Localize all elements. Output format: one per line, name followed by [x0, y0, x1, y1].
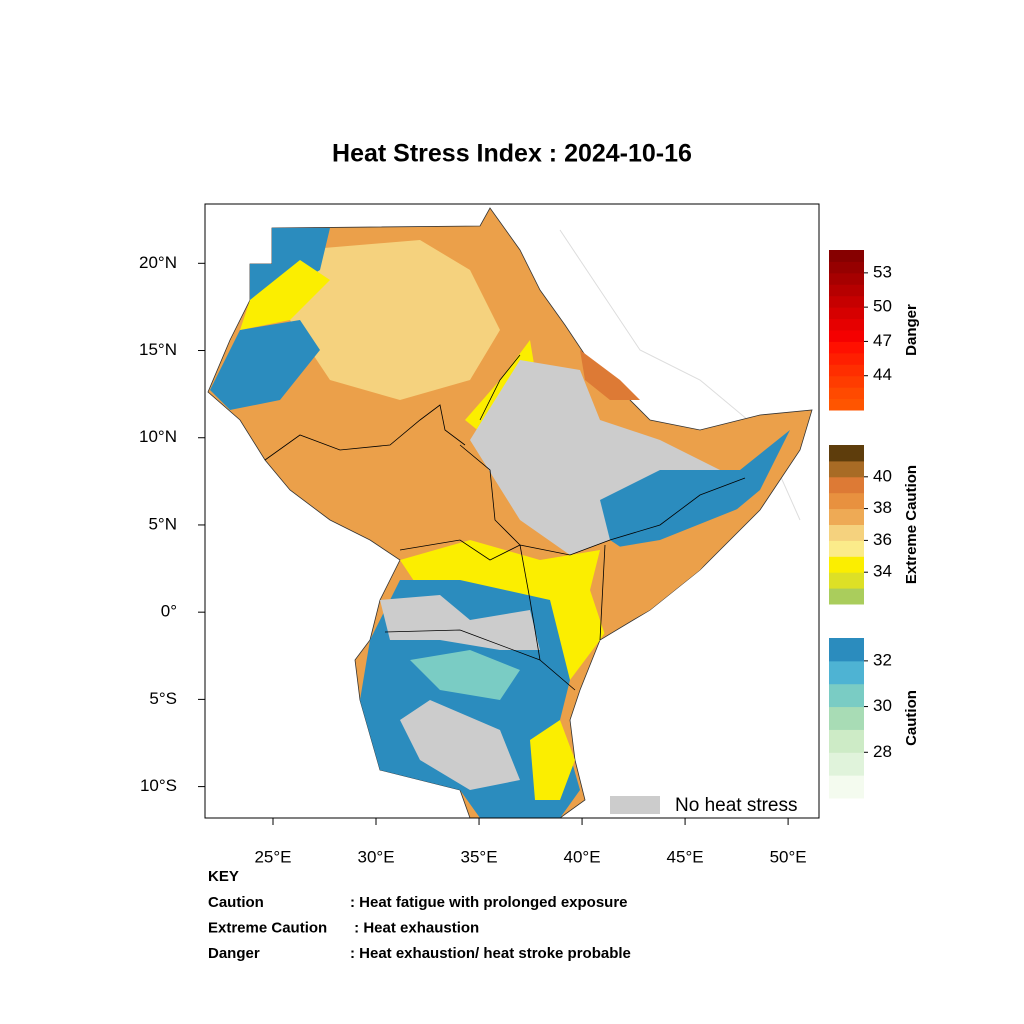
borders [264, 354, 746, 691]
color-step [829, 476, 864, 494]
color-step [829, 460, 864, 478]
x-tick-label: 40°E [564, 847, 601, 866]
map-frame [204, 203, 820, 819]
bar-tick-label: 28 [873, 742, 892, 761]
bar-tick-label: 38 [873, 498, 892, 517]
key-heading: KEY [208, 868, 239, 885]
color-step [829, 375, 864, 388]
color-step [829, 540, 864, 557]
zone-hot [580, 350, 640, 400]
color-step [829, 295, 864, 308]
key-desc: : Heat fatigue with prolonged exposure [350, 894, 628, 911]
bar-tick-label: 40 [873, 466, 892, 485]
x-tick-label: 50°E [770, 847, 807, 866]
y-tick-label: 20°N [139, 253, 177, 272]
color-step [829, 492, 864, 510]
color-step [829, 352, 864, 365]
color-step [829, 318, 864, 331]
zone-light [290, 240, 500, 400]
x-tick-label: 45°E [667, 847, 704, 866]
map: No heat stress [204, 203, 820, 819]
y-tick-label: 0° [161, 602, 177, 621]
bar-name: Caution [903, 690, 920, 746]
key-desc: : Heat exhaustion [350, 919, 479, 936]
color-step [829, 307, 864, 320]
color-step [829, 638, 864, 662]
color-step [829, 660, 864, 685]
color-step [829, 775, 864, 799]
color-step [829, 250, 864, 262]
key-rows: Caution : Heat fatigue with prolonged exp… [208, 894, 631, 962]
color-step [829, 752, 864, 776]
bar-tick-label: 30 [873, 696, 892, 715]
color-step [829, 572, 864, 589]
color-step [829, 556, 864, 573]
color-step [829, 445, 864, 462]
y-tick-label: 10°S [140, 776, 177, 795]
key-term: Extreme Caution [208, 919, 327, 936]
legend-label: No heat stress [675, 795, 798, 816]
y-tick-label: 10°N [139, 427, 177, 446]
zone-orange [590, 500, 760, 635]
x-tick-label: 25°E [254, 847, 291, 866]
bar-tick-label: 36 [873, 530, 892, 549]
x-tick-label: 35°E [461, 847, 498, 866]
color-step [829, 706, 864, 730]
title: Heat Stress Index : 2024-10-16 [332, 140, 692, 168]
zone-none [470, 360, 720, 555]
bar-tick-label: 53 [873, 262, 892, 281]
legend-swatch [610, 796, 660, 814]
y-tick-label: 5°S [149, 689, 177, 708]
bar-tick-label: 32 [873, 650, 892, 669]
color-step [829, 284, 864, 297]
color-step [829, 330, 864, 342]
key-term: Caution [208, 894, 264, 911]
zone-teal [410, 650, 520, 700]
color-step [829, 387, 864, 400]
bar-tick-label: 44 [873, 365, 892, 384]
color-step [829, 272, 864, 285]
bar-name: Danger [903, 304, 920, 356]
bar-name: Extreme Caution [903, 465, 920, 584]
zone-none [380, 595, 540, 790]
color-step [829, 729, 864, 753]
color-step [829, 524, 864, 541]
color-step [829, 364, 864, 377]
color-step [829, 261, 864, 274]
color-step [829, 508, 864, 525]
color-step [829, 683, 864, 708]
color-step [829, 341, 864, 354]
x-tick-label: 30°E [357, 847, 394, 866]
color-step [829, 588, 864, 605]
zone-blue [600, 430, 790, 560]
key-desc: : Heat exhaustion/ heat stroke probable [350, 945, 631, 962]
color-step [829, 398, 864, 411]
axes: 25°E 30°E 35°E 40°E 45°E 50°E 20°N 15°N 10°N 5°N 0… [139, 253, 807, 867]
colorbars: 44 47 50 53 Danger 34 36 38 40 Extreme Caution 28 3… [829, 250, 920, 799]
bar-tick-label: 47 [873, 331, 892, 350]
bar-tick-label: 34 [873, 562, 892, 581]
key-term: Danger [208, 945, 260, 962]
y-tick-label: 15°N [139, 340, 177, 359]
bar-tick-label: 50 [873, 297, 892, 316]
zone-yellow [530, 720, 575, 800]
y-tick-label: 5°N [148, 514, 177, 533]
